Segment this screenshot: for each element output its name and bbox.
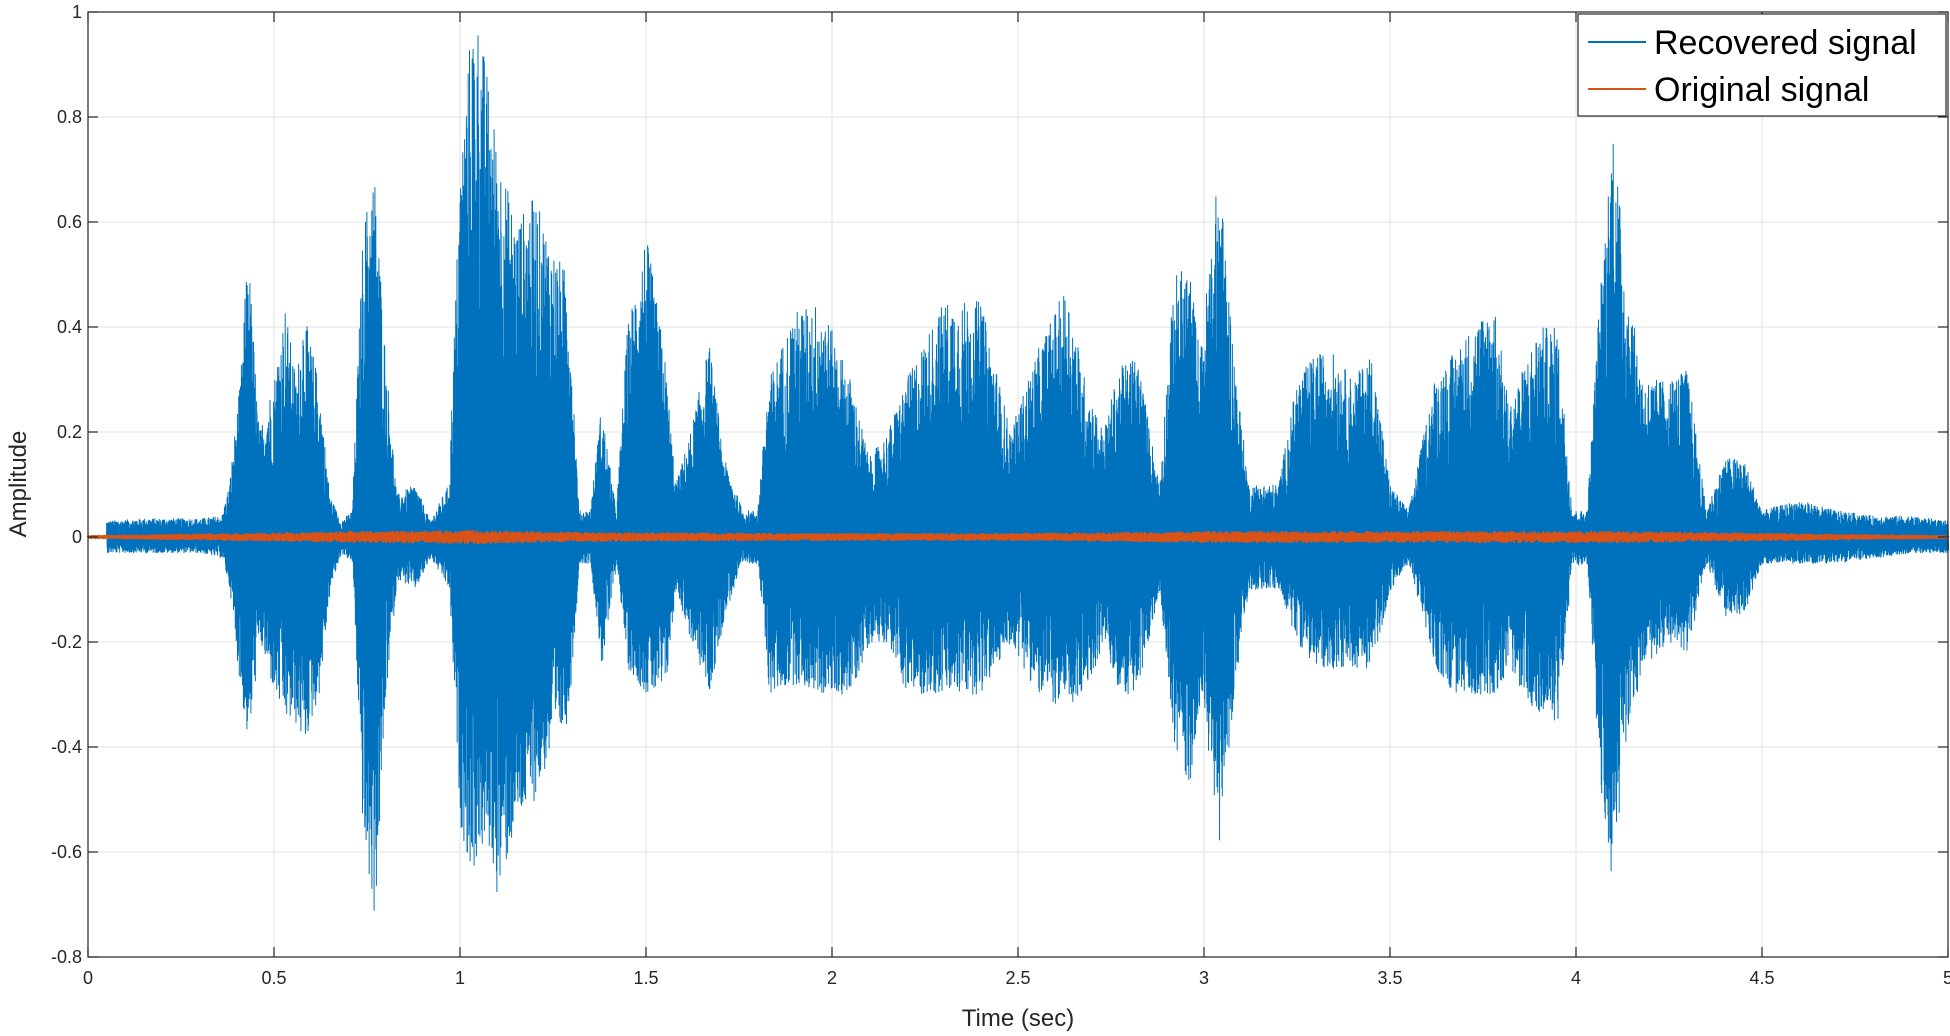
x-tick-label: 1.5 xyxy=(633,968,658,988)
x-tick-label: 0 xyxy=(83,968,93,988)
y-tick-label: 0.2 xyxy=(57,422,82,442)
y-tick-label: -0.4 xyxy=(51,737,82,757)
x-tick-label: 1 xyxy=(455,968,465,988)
x-tick-label: 3.5 xyxy=(1377,968,1402,988)
x-tick-label: 2 xyxy=(827,968,837,988)
axis-ticks: 0 0.5 1 1.5 2 2.5 3 3.5 4 4.5 5 -0.8 -0.6 -0.4 -0.2 0 0.… xyxy=(51,2,1950,988)
legend: Recovered signal Original signal xyxy=(1577,13,1947,117)
y-axis-title: Amplitude xyxy=(5,431,32,538)
series-original-signal xyxy=(87,529,1950,545)
x-axis-title: Time (sec) xyxy=(962,1005,1074,1032)
legend-label-original: Original signal xyxy=(1654,71,1869,109)
y-tick-label: 0.6 xyxy=(57,212,82,232)
y-tick-label: -0.8 xyxy=(51,947,82,967)
x-tick-label: 5 xyxy=(1943,968,1950,988)
y-tick-label: 0.4 xyxy=(57,317,82,337)
y-tick-label: 1 xyxy=(72,2,82,22)
y-tick-label: 0 xyxy=(72,527,82,547)
series-line xyxy=(106,35,1950,911)
x-tick-label: 2.5 xyxy=(1005,968,1030,988)
x-tick-label: 4 xyxy=(1571,968,1581,988)
legend-box xyxy=(1577,13,1947,117)
legend-label-recovered: Recovered signal xyxy=(1654,24,1917,62)
x-tick-label: 3 xyxy=(1199,968,1209,988)
series-line xyxy=(87,529,1950,545)
y-tick-label: 0.8 xyxy=(57,107,82,127)
x-tick-label: 4.5 xyxy=(1749,968,1774,988)
x-tick-label: 0.5 xyxy=(261,968,286,988)
series-recovered-signal xyxy=(106,35,1950,911)
y-tick-label: -0.6 xyxy=(51,842,82,862)
series-layer xyxy=(87,35,1950,911)
y-tick-label: -0.2 xyxy=(51,632,82,652)
